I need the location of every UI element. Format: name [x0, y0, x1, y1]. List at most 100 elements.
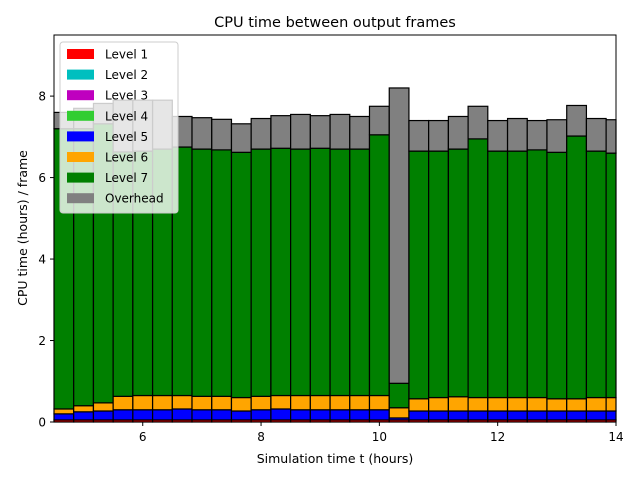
bar-segment-level-6	[585, 396, 607, 412]
bar-segment-level-5	[270, 408, 292, 421]
legend-label: Level 2	[105, 68, 148, 82]
y-axis: 0 2 4 6 8	[38, 90, 54, 430]
bar-segment-level-7	[408, 150, 430, 400]
x-tick-label: 8	[257, 430, 265, 444]
bar-segment-level-5	[526, 410, 548, 421]
bar-segment-level-5	[349, 409, 371, 421]
y-tick-label: 4	[38, 253, 46, 267]
bar-segment-level-6	[92, 402, 114, 412]
bar-segment-level-5	[73, 411, 94, 421]
bar-segment-overhead	[230, 123, 252, 153]
bar-segment-level-5	[290, 409, 311, 421]
legend-swatch	[67, 172, 94, 183]
bar-segment-level-7	[526, 149, 548, 399]
bar-segment-overhead	[526, 119, 548, 151]
legend-swatch	[67, 152, 94, 162]
bar-segment-overhead	[546, 119, 568, 153]
bar-segment-level-5	[92, 410, 114, 421]
x-tick-label: 10	[372, 430, 387, 444]
bar-segment-overhead	[487, 119, 509, 152]
bar-segment-level-5	[566, 410, 588, 421]
bar-segment-overhead	[428, 119, 449, 152]
bar-segment-level-5	[171, 408, 193, 421]
legend-box	[59, 41, 179, 214]
bar-segment-level-6	[171, 394, 193, 410]
bar-segment-level-5	[309, 409, 331, 421]
bar-segment-overhead	[506, 117, 528, 152]
legend-swatch	[67, 110, 94, 121]
legend-swatch	[67, 69, 94, 80]
bar-segment-level-6	[290, 394, 311, 411]
plot-frame	[53, 34, 617, 423]
legend-swatch	[67, 90, 94, 101]
bar-segment-level-7	[566, 135, 588, 400]
bar-segment-level-7	[309, 147, 331, 397]
bar-segment-level-7	[211, 149, 233, 397]
bar-segment-level-6	[349, 394, 371, 411]
bar-segment-overhead	[467, 105, 489, 140]
bar-segment-overhead	[309, 115, 331, 149]
legend-label: Level 4	[105, 109, 148, 123]
bar-segment-level-5	[428, 410, 449, 421]
bar-segment-level-5	[152, 409, 173, 421]
bar-segment-level-5	[230, 410, 252, 421]
bar-segment-level-7	[605, 152, 617, 399]
bar-segment-level-6	[250, 395, 272, 411]
bar-segment-level-6	[428, 396, 449, 412]
bar-segment-level-6	[506, 396, 528, 412]
bar-segment-level-6	[112, 395, 134, 411]
bar-segment-level-7	[230, 151, 252, 399]
bar-segment-level-6	[191, 395, 213, 411]
bar-segment-level-5	[211, 409, 233, 421]
bar-segment-level-5	[191, 409, 213, 421]
x-tick-label: 6	[139, 430, 147, 444]
bar-segment-level-6	[152, 394, 173, 411]
bar-segment-level-6	[408, 398, 430, 412]
bar-segment-level-6	[368, 394, 390, 411]
bar-segment-overhead	[388, 87, 410, 384]
bar-segment-level-5	[368, 409, 390, 421]
bar-segment-overhead	[250, 117, 272, 150]
bar-segment-level-5	[487, 410, 509, 421]
bar-segment-level-5	[112, 409, 134, 421]
legend-swatch	[67, 193, 94, 204]
bar-segment-level-5	[585, 410, 607, 421]
legend-swatch	[67, 131, 94, 142]
bar-segment-level-7	[329, 148, 351, 397]
bar-segment-level-6	[132, 394, 154, 411]
y-tick-label: 0	[38, 416, 46, 430]
bar-segment-level-7	[428, 150, 449, 399]
bar-segment-level-7	[447, 148, 469, 398]
bar-segment-overhead	[408, 119, 430, 152]
bar-segment-level-5	[447, 410, 469, 421]
bar-segment-level-7	[270, 147, 292, 397]
bar-segment-level-5	[605, 410, 617, 421]
bar-layer	[53, 87, 617, 423]
bar-segment-level-7	[487, 150, 509, 399]
bar-segment-level-7	[250, 148, 272, 397]
y-tick-label: 2	[38, 334, 46, 348]
bar-segment-level-6	[566, 398, 588, 412]
bar-segment-level-6	[329, 394, 351, 411]
bar-segment-level-5	[329, 409, 351, 421]
legend-label: Level 5	[105, 130, 148, 144]
bar-segment-level-7	[506, 150, 528, 399]
bar-segment-overhead	[447, 115, 469, 150]
bar-segment-level-6	[447, 396, 469, 412]
y-axis-label: CPU time (hours) / frame	[15, 150, 30, 306]
x-tick-label: 12	[490, 430, 505, 444]
x-axis-label: Simulation time t (hours)	[257, 451, 414, 466]
legend-label: Level 3	[105, 89, 148, 103]
bar-segment-level-5	[250, 409, 272, 421]
bar-segment-level-6	[309, 394, 331, 411]
legend-label: Level 6	[105, 151, 148, 165]
bar-segment-level-6	[388, 407, 410, 419]
bar-segment-overhead	[211, 118, 233, 151]
bar-segment-level-5	[467, 410, 489, 421]
bar-segment-level-7	[467, 138, 489, 399]
bar-segment-level-6	[73, 405, 94, 413]
bar-segment-level-6	[605, 396, 617, 412]
legend-label: Level 1	[105, 48, 148, 62]
bar-segment-level-6	[467, 396, 489, 412]
